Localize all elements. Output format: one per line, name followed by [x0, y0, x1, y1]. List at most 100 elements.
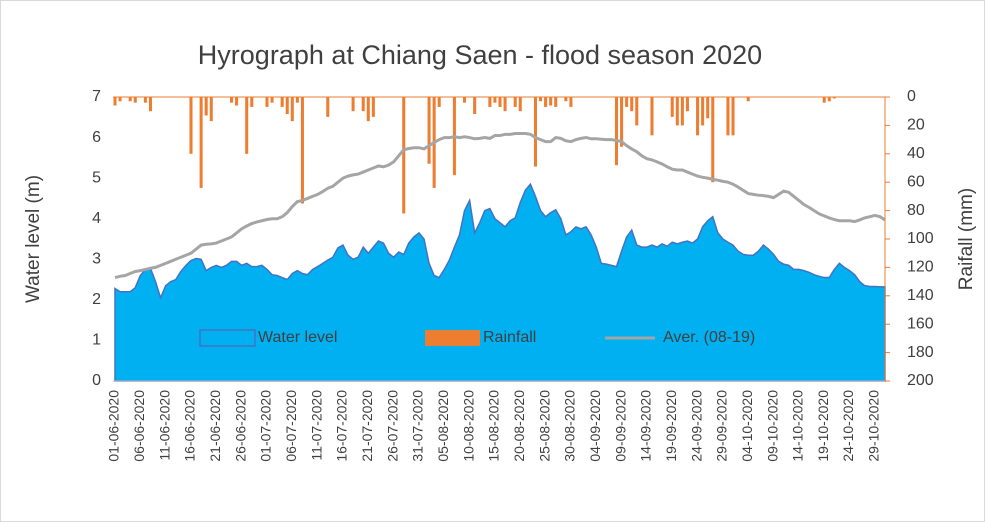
bar: [498, 97, 502, 107]
y2-tick-label: 200: [907, 372, 934, 389]
bar: [148, 97, 152, 112]
x-tick-label: 31-07-2020: [410, 390, 426, 462]
bar: [822, 97, 826, 103]
bar: [746, 97, 750, 102]
bar: [685, 97, 689, 112]
x-tick-label: 09-10-2020: [764, 390, 780, 462]
x-tick-label: 10-08-2020: [460, 390, 476, 462]
x-tick-label: 16-06-2020: [182, 390, 198, 462]
bar: [290, 97, 294, 122]
bar: [199, 97, 203, 188]
bar: [473, 97, 477, 115]
bar: [569, 97, 573, 107]
bar: [143, 97, 147, 103]
y-tick-label: 2: [92, 291, 101, 308]
x-tick-label: 04-10-2020: [739, 390, 755, 462]
x-tick-label: 04-09-2020: [587, 390, 603, 462]
x-tick-label: 29-10-2020: [866, 390, 882, 462]
bar: [630, 97, 634, 112]
y2-tick-label: 120: [907, 259, 934, 276]
bar: [625, 97, 629, 107]
bar: [437, 97, 441, 107]
bar: [366, 97, 370, 122]
y2-tick-label: 180: [907, 344, 934, 361]
bar: [229, 97, 234, 103]
y2-tick-label: 160: [907, 315, 934, 332]
bar: [402, 97, 406, 214]
x-tick-label: 21-07-2020: [359, 390, 375, 462]
bar: [670, 97, 674, 117]
bar: [614, 97, 619, 166]
y2-tick-label: 0: [907, 88, 916, 105]
y2-tick-label: 20: [907, 117, 925, 134]
bar: [549, 97, 553, 106]
bar: [635, 97, 639, 126]
bar: [544, 97, 548, 107]
bar: [326, 97, 330, 117]
x-tick-label: 29-09-2020: [714, 390, 730, 462]
bar: [554, 97, 558, 107]
bar: [518, 97, 522, 112]
bar: [493, 97, 497, 103]
y-tick-label: 6: [92, 129, 101, 146]
x-tick-label: 05-08-2020: [435, 390, 451, 462]
x-tick-label: 21-06-2020: [207, 390, 223, 462]
bar: [209, 97, 213, 122]
bar: [361, 97, 365, 112]
x-tick-label: 01-06-2020: [106, 390, 122, 462]
bar: [235, 97, 239, 106]
bar: [731, 97, 735, 136]
x-tick-label: 19-09-2020: [663, 390, 679, 462]
bar: [680, 97, 684, 126]
bar: [265, 97, 269, 107]
y2-tick-label: 140: [907, 287, 934, 304]
legend-swatch: [425, 330, 480, 346]
bar: [503, 97, 507, 112]
x-tick-label: 09-09-2020: [612, 390, 628, 462]
x-tick-label: 01-07-2020: [258, 390, 274, 462]
y2-tick-label: 60: [907, 173, 925, 190]
x-tick-label: 11-07-2020: [308, 390, 324, 461]
y-tick-label: 7: [92, 88, 101, 105]
x-tick-label: 19-10-2020: [815, 390, 831, 462]
x-tick-label: 06-07-2020: [283, 390, 299, 462]
y2-tick-label: 80: [907, 202, 925, 219]
bar: [726, 97, 730, 136]
bar: [832, 97, 836, 99]
y-tick-label: 4: [92, 210, 101, 227]
bar: [696, 97, 700, 136]
legend-swatch: [199, 329, 256, 347]
bar: [245, 97, 249, 154]
x-tick-label: 15-08-2020: [486, 390, 502, 462]
bar: [285, 97, 289, 115]
x-tick-label: 26-06-2020: [232, 390, 248, 462]
y2-tick-label: 100: [907, 230, 934, 247]
bar: [650, 97, 654, 136]
bar: [133, 97, 137, 103]
area: [114, 182, 886, 382]
bar: [564, 97, 568, 102]
x-tick-label: 26-07-2020: [384, 390, 400, 462]
bar: [128, 97, 132, 102]
x-tick-label: 24-10-2020: [840, 390, 856, 462]
x-tick-label: 30-08-2020: [562, 390, 578, 462]
bar: [118, 97, 122, 102]
x-tick-label: 06-06-2020: [131, 390, 147, 462]
bar: [706, 97, 710, 119]
y2-tick-label: 40: [907, 145, 925, 162]
chart-title: Hyrograph at Chiang Saen - flood season …: [198, 40, 762, 70]
bar: [620, 97, 624, 147]
bar: [701, 97, 705, 126]
x-tick-label: 24-09-2020: [688, 390, 704, 462]
x-tick-label: 11-06-2020: [156, 390, 172, 461]
x-tick-label: 20-08-2020: [511, 390, 527, 462]
bar: [513, 97, 517, 107]
y-tick-label: 1: [92, 332, 101, 349]
line: [114, 132, 886, 280]
y-tick-label: 0: [92, 372, 101, 389]
legend-label: Rainfall: [483, 329, 536, 346]
bar: [427, 97, 431, 164]
x-tick-label: 16-07-2020: [334, 390, 350, 462]
x-tick-label: 25-08-2020: [536, 390, 552, 462]
